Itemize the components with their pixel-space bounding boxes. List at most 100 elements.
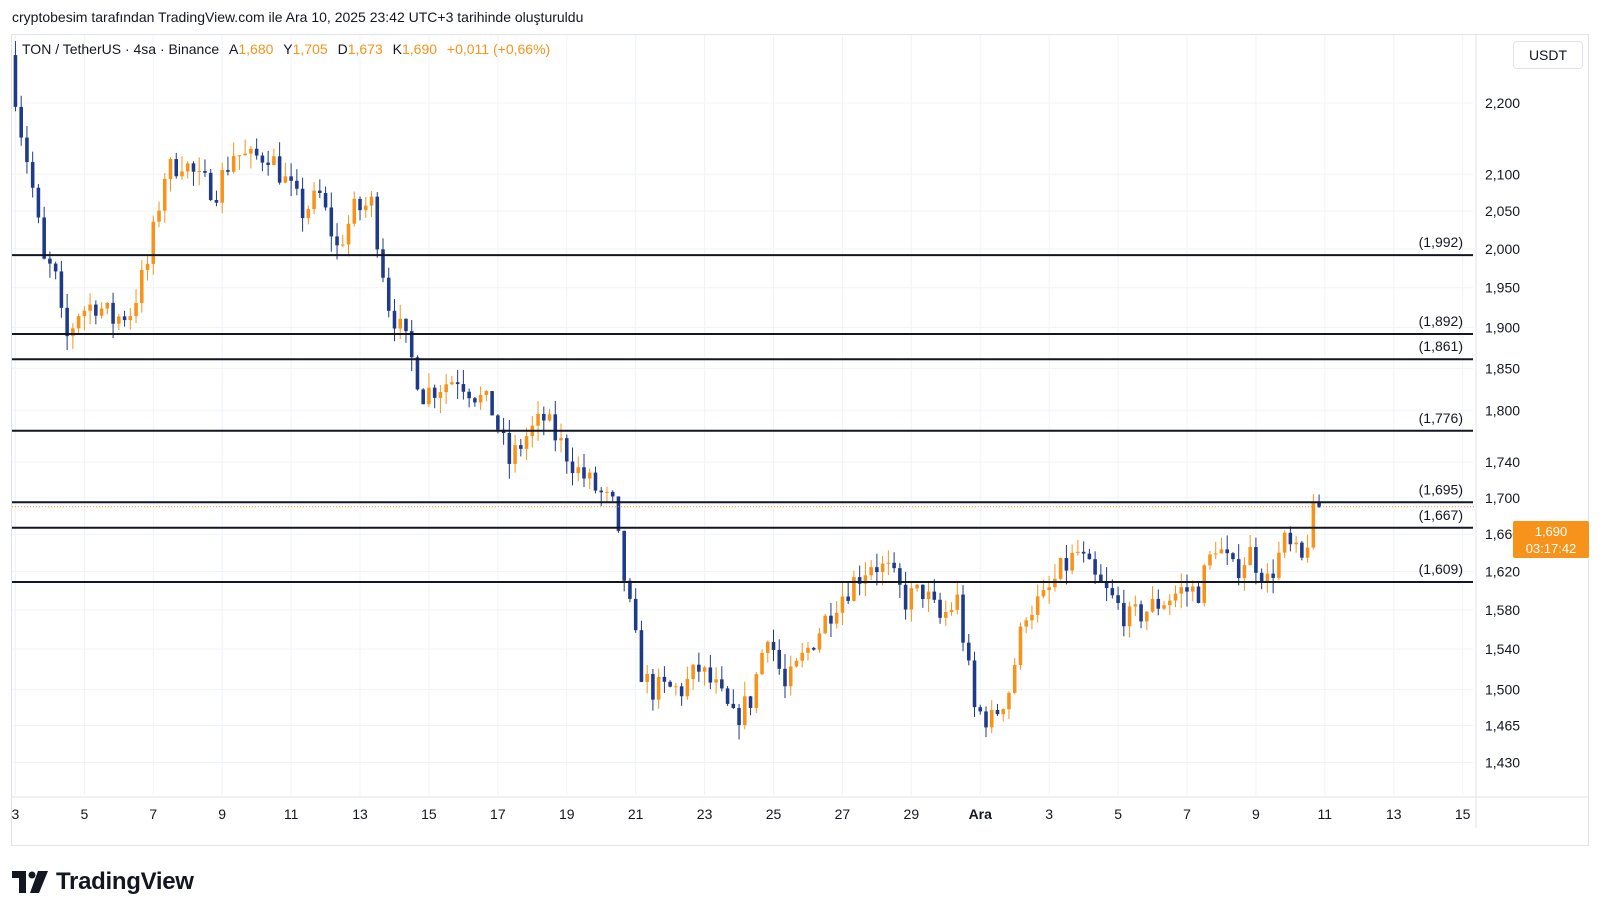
candle-body xyxy=(610,491,615,497)
candle-body xyxy=(260,155,265,163)
candle-body xyxy=(628,580,632,599)
candlestick-chart[interactable]: 2,200 2,100 2,050 2,000 1,950 1,900 1,850 1,800… xyxy=(0,0,1600,860)
candle-body xyxy=(1162,605,1166,609)
candle-body xyxy=(151,221,156,264)
candle-body xyxy=(1219,549,1224,554)
candle-body xyxy=(1104,582,1109,589)
candle-body xyxy=(674,686,678,688)
candle-body xyxy=(438,392,443,398)
chart-caption: cryptobesim tarafından TradingView.com i… xyxy=(12,9,584,25)
candle-body xyxy=(668,681,672,687)
candle-body xyxy=(731,703,736,708)
candle-body xyxy=(966,642,971,661)
x-tick-label: 5 xyxy=(1114,806,1122,822)
candle-body xyxy=(599,490,604,493)
x-tick-label: 19 xyxy=(559,806,575,822)
candle-body xyxy=(1145,611,1149,622)
candle-body xyxy=(587,472,592,479)
candle-body xyxy=(323,192,328,208)
candle-body xyxy=(122,316,127,321)
candle-body xyxy=(117,316,121,324)
candle-body xyxy=(892,562,896,569)
candle-body xyxy=(846,596,850,601)
candle-body xyxy=(1150,598,1155,612)
chart-frame xyxy=(11,34,1589,846)
candle-body xyxy=(564,438,569,462)
candle-body xyxy=(679,686,684,697)
candle-body xyxy=(432,387,437,398)
candle-body xyxy=(197,171,201,173)
candle-body xyxy=(898,568,902,585)
candle-body xyxy=(111,302,115,324)
level-label: (1,667) xyxy=(1419,507,1463,523)
candle-body xyxy=(19,106,23,138)
candle-body xyxy=(300,188,305,219)
x-tick-label: 7 xyxy=(1183,806,1191,822)
candle-body xyxy=(915,584,919,589)
candle-body xyxy=(1305,547,1310,558)
candle-body xyxy=(823,615,827,634)
candle-body xyxy=(829,615,833,624)
y-tick-label: 2,100 xyxy=(1485,166,1520,182)
candle-body xyxy=(30,162,35,188)
candle-body xyxy=(811,647,816,650)
candle-body xyxy=(1213,553,1218,555)
currency-selector[interactable]: USDT xyxy=(1513,41,1583,69)
candle-body xyxy=(214,200,219,203)
y-tick-label: 1,500 xyxy=(1485,681,1520,697)
candle-body xyxy=(312,190,316,209)
candle-body xyxy=(743,696,747,726)
candle-body xyxy=(1076,551,1080,553)
candle-body xyxy=(708,667,713,683)
candle-body xyxy=(760,652,764,675)
candle-body xyxy=(817,633,822,650)
candle-body xyxy=(1030,614,1034,621)
brand[interactable]: TradingView xyxy=(12,868,194,896)
x-tick-label: 11 xyxy=(284,806,299,822)
candle-body xyxy=(145,263,150,270)
candle-body xyxy=(1139,604,1143,622)
candle-body xyxy=(949,609,954,613)
candle-body xyxy=(82,310,87,317)
candle-body xyxy=(926,591,931,599)
x-tick-label: 9 xyxy=(218,806,226,822)
symbol-title[interactable]: TON / TetherUS · 4sa · Binance xyxy=(22,41,220,57)
candle-body xyxy=(128,316,133,321)
candle-body xyxy=(295,180,299,189)
y-tick-label: 1,465 xyxy=(1485,718,1520,734)
change-value: +0,011 (+0,66%) xyxy=(446,41,551,57)
candle-body xyxy=(467,391,471,399)
candle-body xyxy=(921,584,925,599)
candle-body xyxy=(697,664,701,672)
candle-body xyxy=(243,153,247,156)
candle-body xyxy=(1024,620,1028,627)
x-tick-label: 23 xyxy=(697,806,713,822)
ohlc-legend: TON / TetherUS · 4sa · Binance A1,680 Y1… xyxy=(22,41,550,57)
candle-body xyxy=(932,591,937,600)
candle-body xyxy=(1087,553,1092,560)
candle-body xyxy=(1317,502,1321,508)
y-tick-label: 1,660 xyxy=(1485,526,1520,542)
candle-body xyxy=(944,612,948,618)
candle-body xyxy=(972,660,977,708)
candle-body xyxy=(725,688,730,704)
candle-body xyxy=(208,172,213,201)
level-label: (1,861) xyxy=(1419,338,1463,354)
candle-body xyxy=(995,710,1000,715)
candle-body xyxy=(513,445,517,464)
candle-body xyxy=(605,491,609,493)
candle-body xyxy=(651,674,655,700)
candle-body xyxy=(559,438,563,441)
candle-body xyxy=(36,187,41,218)
candle-body xyxy=(490,391,494,416)
candle-body xyxy=(157,210,161,222)
candle-body xyxy=(289,176,293,181)
candle-body xyxy=(53,263,58,272)
candle-body xyxy=(1248,547,1252,566)
candle-body xyxy=(335,236,339,246)
candle-body xyxy=(272,156,276,165)
candle-body xyxy=(1035,596,1040,615)
candle-body xyxy=(788,666,793,687)
level-label: (1,992) xyxy=(1419,234,1463,250)
candle-body xyxy=(99,308,104,316)
